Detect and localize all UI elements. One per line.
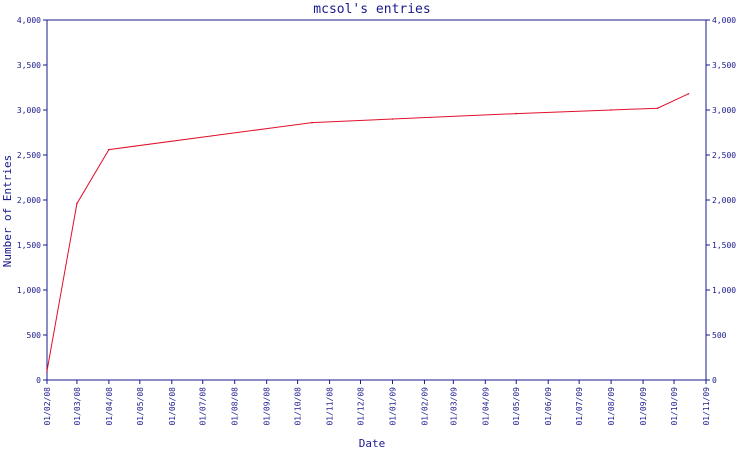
plot-frame	[46, 19, 707, 381]
x-tick-label: 01/06/08	[168, 387, 177, 426]
entries-data-point	[108, 148, 110, 151]
entries-data-point	[391, 118, 394, 120]
x-tick-label: 01/05/08	[136, 387, 145, 426]
y-tick-label-right: 1,500	[712, 241, 736, 250]
entries-data-point	[610, 109, 612, 111]
y-axis-label: Number of Entries	[1, 155, 14, 268]
x-tick-label: 01/01/09	[388, 387, 397, 426]
x-tick-label: 01/12/08	[357, 387, 366, 426]
y-tick-label-left: 0	[36, 376, 41, 385]
y-tick-label-left: 500	[27, 331, 42, 340]
entries-series-line	[46, 93, 689, 372]
y-tick-label-left: 2,500	[17, 151, 41, 160]
x-axis-ticks: 01/02/08 01/03/08 01/04/08 01/05/08 01/06/08…	[43, 380, 711, 426]
x-tick-label: 01/09/08	[263, 387, 272, 426]
y-tick-label-right: 4,000	[712, 16, 736, 25]
x-tick-label: 01/03/09	[449, 387, 458, 426]
x-axis-label: Date	[359, 437, 386, 450]
entries-data-point	[76, 202, 78, 205]
x-tick-label: 01/10/08	[294, 387, 303, 426]
y-axis-ticks: 0 0 500 500 1,000 1,000 1,500 1,500 2,000 2,000 2,…	[17, 16, 736, 385]
series-layer	[46, 93, 690, 372]
y-tick-label-left: 2,000	[17, 196, 41, 205]
y-tick-label-right: 2,000	[712, 196, 736, 205]
y-tick-label-right: 3,000	[712, 106, 736, 115]
x-tick-label: 01/05/09	[512, 387, 521, 426]
x-tick-label: 01/08/09	[607, 387, 616, 426]
y-tick-label-left: 3,000	[17, 106, 41, 115]
x-tick-label: 01/03/08	[73, 387, 82, 426]
entries-data-point	[515, 112, 518, 115]
x-tick-label: 01/08/08	[231, 387, 240, 426]
y-tick-label-right: 500	[712, 331, 727, 340]
entries-data-point	[46, 370, 48, 372]
y-tick-label-left: 4,000	[17, 16, 41, 25]
x-tick-label: 01/07/08	[199, 387, 208, 426]
entries-data-point	[311, 121, 313, 124]
x-tick-label: 01/06/09	[544, 387, 553, 426]
y-tick-label-right: 0	[712, 376, 717, 385]
y-tick-label-left: 1,000	[17, 286, 41, 295]
y-tick-label-right: 1,000	[712, 286, 736, 295]
entries-data-point	[687, 93, 690, 95]
x-tick-label: 01/07/09	[575, 387, 584, 426]
x-tick-label: 01/04/09	[481, 387, 490, 426]
x-tick-label: 01/04/08	[105, 387, 114, 426]
x-tick-label: 01/02/09	[420, 387, 429, 426]
x-tick-label: 01/11/08	[326, 387, 335, 426]
y-tick-label-right: 2,500	[712, 151, 736, 160]
y-tick-label-right: 3,500	[712, 61, 736, 70]
x-tick-label: 01/10/09	[670, 387, 679, 426]
chart-title: mcsol's entries	[313, 2, 430, 17]
x-tick-label: 01/09/09	[639, 387, 648, 426]
x-tick-label: 01/11/09	[702, 387, 711, 426]
entries-data-point	[656, 107, 659, 109]
y-tick-label-left: 1,500	[17, 241, 41, 250]
y-tick-label-left: 3,500	[17, 61, 41, 70]
x-tick-label: 01/02/08	[43, 387, 52, 426]
